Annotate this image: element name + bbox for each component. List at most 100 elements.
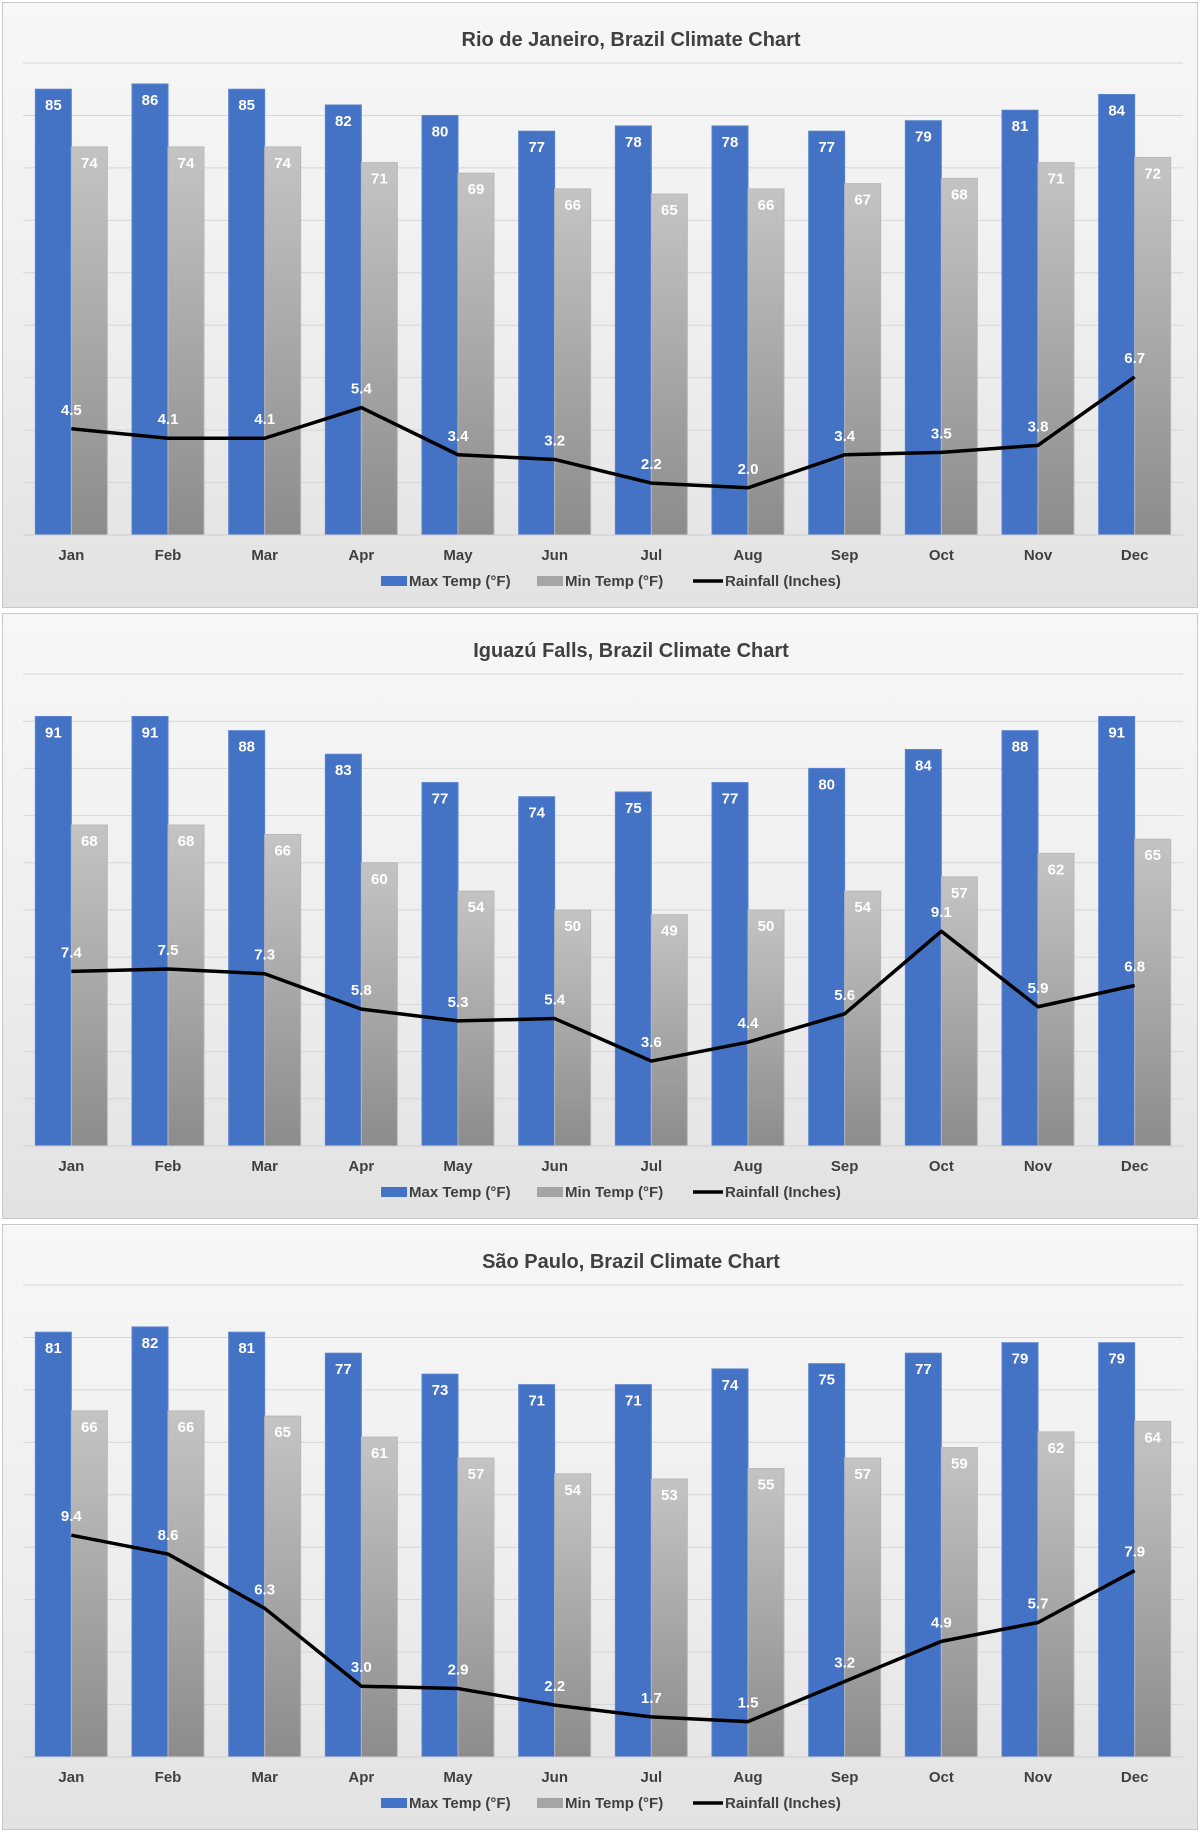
data-label-rainfall: 7.9 (1124, 1544, 1145, 1561)
bar-min-temp (167, 1410, 205, 1758)
x-tick-label: Mar (251, 1158, 278, 1175)
data-label-min-temp: 60 (371, 871, 388, 888)
x-tick-label: Oct (929, 1769, 954, 1786)
bar-max-temp (34, 88, 72, 536)
x-tick-label: Sep (831, 1769, 859, 1786)
bar-max-temp (1098, 715, 1136, 1147)
data-label-max-temp: 71 (528, 1393, 545, 1410)
data-label-min-temp: 64 (1144, 1429, 1161, 1446)
legend-label: Rainfall (Inches) (725, 1795, 841, 1812)
data-label-max-temp: 81 (1012, 118, 1029, 135)
data-label-rainfall: 6.8 (1124, 959, 1145, 976)
data-label-rainfall: 6.7 (1124, 350, 1145, 367)
data-label-max-temp: 74 (722, 1377, 739, 1394)
data-label-max-temp: 83 (335, 762, 352, 779)
x-tick-label: Feb (155, 1769, 182, 1786)
x-tick-label: May (443, 1769, 473, 1786)
data-label-min-temp: 74 (81, 155, 98, 172)
x-tick-label: Sep (831, 547, 859, 564)
data-label-min-temp: 57 (468, 1466, 485, 1483)
bar-min-temp (650, 914, 688, 1147)
data-label-max-temp: 91 (1108, 724, 1125, 741)
data-label-min-temp: 71 (1048, 171, 1065, 188)
bar-min-temp (940, 1447, 978, 1758)
data-label-min-temp: 54 (564, 1482, 581, 1499)
bar-max-temp (518, 1384, 556, 1758)
bar-min-temp (554, 1473, 592, 1758)
bar-max-temp (711, 1368, 749, 1758)
legend-label: Max Temp (°F) (409, 1184, 511, 1201)
data-label-max-temp: 79 (1108, 1351, 1125, 1368)
bar-max-temp (711, 125, 749, 536)
data-label-rainfall: 4.1 (158, 411, 179, 428)
data-label-max-temp: 77 (915, 1361, 932, 1378)
bar-min-temp (70, 146, 108, 536)
bar-min-temp (1037, 1431, 1075, 1758)
data-label-max-temp: 77 (722, 791, 739, 808)
data-label-min-temp: 71 (371, 171, 388, 188)
data-label-max-temp: 88 (1012, 739, 1029, 756)
data-label-max-temp: 77 (818, 139, 835, 156)
bar-min-temp (264, 1415, 302, 1758)
legend-label: Rainfall (Inches) (725, 1184, 841, 1201)
bar-max-temp (228, 730, 266, 1147)
data-label-min-temp: 65 (274, 1424, 291, 1441)
legend-label: Max Temp (°F) (409, 573, 511, 590)
data-label-min-temp: 62 (1048, 861, 1065, 878)
bar-max-temp (228, 88, 266, 536)
data-label-min-temp: 62 (1048, 1440, 1065, 1457)
data-label-rainfall: 3.5 (931, 425, 952, 442)
bar-max-temp (324, 1352, 362, 1758)
data-label-max-temp: 82 (335, 113, 352, 130)
data-label-rainfall: 4.1 (254, 411, 275, 428)
x-tick-label: Mar (251, 547, 278, 564)
data-label-rainfall: 3.4 (448, 428, 470, 445)
bar-min-temp (940, 876, 978, 1147)
chart-panel: Rio de Janeiro, Brazil Climate Chart 85 74… (2, 2, 1198, 608)
data-label-rainfall: 3.0 (351, 1659, 372, 1676)
bar-max-temp (614, 1384, 652, 1758)
data-label-min-temp: 65 (1144, 847, 1161, 864)
data-label-rainfall: 5.4 (351, 381, 373, 398)
data-label-min-temp: 67 (854, 192, 871, 209)
x-tick-label: Dec (1121, 1769, 1149, 1786)
bar-min-temp (167, 824, 205, 1147)
bar-max-temp (808, 130, 846, 536)
bar-max-temp (421, 782, 459, 1147)
legend-label: Min Temp (°F) (565, 573, 663, 590)
x-tick-label: Apr (348, 1769, 374, 1786)
bar-min-temp (457, 1457, 495, 1758)
x-tick-label: Mar (251, 1769, 278, 1786)
x-tick-label: Apr (348, 547, 374, 564)
bar-min-temp (360, 862, 398, 1147)
x-tick-label: Aug (733, 1769, 762, 1786)
bar-max-temp (131, 1326, 169, 1758)
x-tick-label: Jul (640, 1769, 662, 1786)
bar-min-temp (650, 1478, 688, 1758)
bar-min-temp (70, 824, 108, 1147)
data-label-max-temp: 80 (818, 776, 835, 793)
bar-min-temp (844, 890, 882, 1147)
data-label-rainfall: 3.6 (641, 1034, 662, 1051)
x-tick-label: Jun (541, 1158, 568, 1175)
bar-min-temp (844, 183, 882, 536)
bar-min-temp (360, 1436, 398, 1758)
data-label-min-temp: 54 (854, 899, 871, 916)
data-label-max-temp: 79 (1012, 1351, 1029, 1368)
data-label-rainfall: 5.6 (834, 987, 855, 1004)
data-label-max-temp: 78 (722, 134, 739, 151)
legend-label: Min Temp (°F) (565, 1795, 663, 1812)
bar-max-temp (1098, 1342, 1136, 1758)
data-label-max-temp: 81 (45, 1340, 62, 1357)
data-label-min-temp: 50 (758, 918, 775, 935)
legend-label: Max Temp (°F) (409, 1795, 511, 1812)
bar-min-temp (1134, 156, 1172, 536)
x-tick-label: May (443, 1158, 473, 1175)
legend-swatch (537, 576, 563, 586)
legend-swatch (381, 1798, 407, 1808)
x-tick-label: Oct (929, 1158, 954, 1175)
bar-max-temp (518, 130, 556, 536)
data-label-max-temp: 80 (432, 123, 449, 140)
x-tick-label: Jun (541, 547, 568, 564)
data-label-max-temp: 73 (432, 1382, 449, 1399)
